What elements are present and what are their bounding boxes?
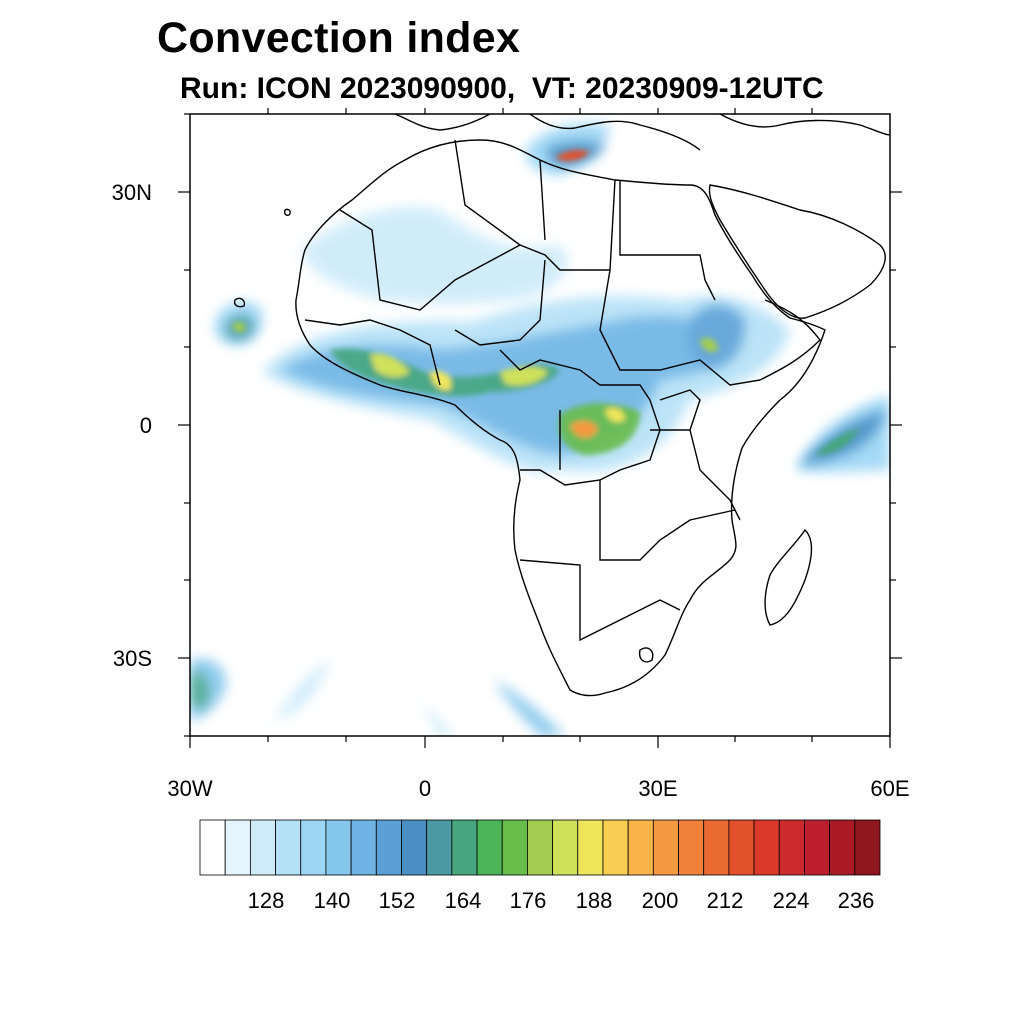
lat-label-0: 0 [139,413,152,438]
colorbar-box [249,819,276,876]
chart-subtitle: Run: ICON 2023090900, VT: 20230909-12UTC [180,72,824,105]
colorbar-label-212: 212 [706,888,744,913]
colorbar-box [325,819,352,876]
small-island-2 [284,208,291,216]
lat-label-30n: 30N [111,180,152,205]
colorbar-box [552,819,579,876]
border-7 [304,319,441,386]
colorbar-box [401,819,428,876]
border-8 [499,349,661,486]
colorbar-box [224,819,251,876]
colorbar-label-140: 140 [313,888,351,913]
axis-ticks [178,108,902,748]
colorbar-box [476,819,503,876]
border-11 [689,429,741,521]
colorbar-box [426,819,453,876]
colorbar-box [300,819,327,876]
border-9 [559,410,736,561]
colorbar-label-224: 224 [772,888,810,913]
east-horn [759,299,821,381]
colorbar-label-128: 128 [247,888,285,913]
colorbar-box [501,819,528,876]
colorbar-box [652,819,679,876]
colorbar-box [753,819,780,876]
lesotho [638,647,654,663]
colorbar-box [703,819,730,876]
border-6 [599,269,761,386]
convection-field [190,123,890,736]
lon-label-0: 0 [418,776,432,801]
colorbar-box [275,819,302,876]
border-12 [650,389,701,431]
colorbar-box [602,819,629,876]
colorbar-box [627,819,654,876]
chart-title: Convection index [157,14,521,62]
border-2 [454,139,521,246]
colorbar-box [778,819,805,876]
lon-label-60e: 60E [870,776,910,801]
colorbar-box [199,819,226,876]
colorbar-label-152: 152 [378,888,416,913]
sahel-north-light [300,206,568,304]
colorbar-label-236: 236 [837,888,875,913]
colorbar-box [577,819,604,876]
arabia [708,184,886,319]
colorbar-label-200: 200 [641,888,679,913]
colorbar-label-188: 188 [575,888,613,913]
colorbar-box [451,819,478,876]
south-streak-light-2 [495,680,565,736]
border-5 [454,259,546,346]
iberia [394,114,491,131]
colorbar [199,819,881,876]
border-1 [339,179,616,311]
colorbar-box [527,819,553,876]
colorbar-label-176: 176 [509,888,547,913]
colorbar-box [350,819,377,876]
border-4 [619,180,716,301]
south-streak-light-3 [425,705,455,736]
coastlines-and-borders [233,114,890,697]
lon-label-30w: 30W [167,776,213,801]
lat-label-30s: 30S [112,646,152,671]
border-3 [539,159,546,241]
colorbar-box [854,819,881,876]
mediterranean-north-coast [529,114,890,151]
lon-label-30e: 30E [638,776,678,801]
colorbar-box [375,819,402,876]
colorbar-label-164: 164 [444,888,482,913]
colorbar-box [678,819,705,876]
border-10 [519,559,681,642]
colorbar-box [829,819,856,876]
south-streak-light [275,660,330,720]
colorbar-box [728,819,755,876]
small-island-1 [233,297,246,308]
colorbar-box [804,819,831,876]
madagascar [764,528,813,626]
africa-coastline [295,139,826,697]
